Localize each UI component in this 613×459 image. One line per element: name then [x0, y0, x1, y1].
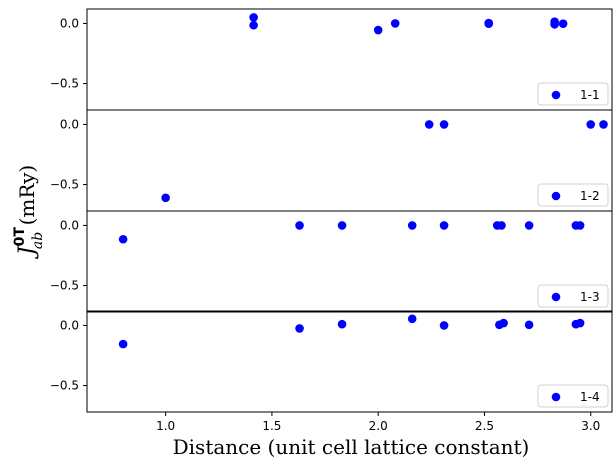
data-point — [407, 221, 417, 230]
y-axis-title: J0T ab (mRy) — [12, 165, 46, 259]
data-point — [586, 120, 596, 129]
data-point — [599, 120, 608, 129]
data-point — [249, 20, 258, 30]
data-point — [407, 314, 417, 324]
legend-marker — [551, 392, 561, 402]
data-point — [373, 25, 383, 35]
panels-group: 0.0 −0.5 1-1 0.0 −0.5 1-2 0.0 −0.5 1-3 0.0 −0.5 1-4 — [50, 8, 613, 413]
panel-frame — [86, 310, 613, 413]
y-axis-title-unit: (mRy) — [15, 165, 39, 232]
y-axis-title-superscript: 0T — [12, 227, 28, 247]
data-point — [499, 318, 508, 328]
y-axis-title-symbol: J — [15, 245, 40, 259]
data-point — [439, 221, 449, 230]
data-point — [337, 221, 347, 230]
data-point — [295, 221, 304, 230]
y-axis-title-subscript: ab — [30, 232, 46, 249]
data-point — [295, 324, 304, 333]
panel-1: 0.0 −0.5 1-1 — [50, 8, 613, 111]
data-point — [439, 321, 449, 330]
legend: 1-1 — [537, 82, 609, 106]
y-tick-label: −0.5 — [50, 178, 79, 192]
legend-label: 1-3 — [580, 290, 600, 304]
panel-4: 0.0 −0.5 1-4 — [50, 310, 613, 413]
x-axis-title: Distance (unit cell lattice constant) — [173, 435, 530, 459]
data-point — [558, 19, 568, 28]
panel-2: 0.0 −0.5 1-2 — [50, 109, 613, 212]
legend-label: 1-4 — [580, 390, 600, 404]
data-point — [249, 13, 258, 22]
legend-box — [537, 284, 609, 308]
data-point — [524, 221, 534, 230]
x-tick-label: 1.5 — [262, 419, 281, 433]
data-point — [550, 20, 559, 29]
data-point — [161, 193, 170, 203]
legend: 1-2 — [537, 183, 609, 207]
x-tick-label: 3.0 — [581, 419, 600, 433]
data-point — [497, 221, 506, 230]
y-tick-label: 0.0 — [60, 117, 79, 131]
y-tick-label: 0.0 — [60, 16, 79, 30]
y-tick-label: −0.5 — [50, 379, 79, 393]
y-tick-label: 0.0 — [60, 318, 79, 332]
legend-label: 1-1 — [580, 88, 600, 102]
y-tick-label: 0.0 — [60, 218, 79, 232]
x-tick-label: 1.0 — [156, 419, 175, 433]
data-point — [484, 19, 494, 28]
data-point — [439, 120, 449, 129]
legend-box — [537, 183, 609, 207]
panel-frame — [86, 210, 613, 313]
data-point — [118, 234, 128, 244]
legend: 1-4 — [537, 384, 609, 408]
legend-marker — [551, 292, 561, 302]
panel-3: 0.0 −0.5 1-3 — [50, 210, 613, 313]
legend-box — [537, 82, 609, 106]
legend-label: 1-2 — [580, 189, 600, 203]
panel-frame — [86, 8, 613, 111]
data-point — [337, 319, 347, 329]
y-tick-label: −0.5 — [50, 279, 79, 293]
data-point — [575, 318, 585, 328]
data-point — [390, 19, 400, 28]
legend-marker — [551, 90, 561, 100]
data-point — [118, 339, 128, 349]
legend-marker — [551, 191, 561, 201]
y-tick-label: −0.5 — [50, 77, 79, 91]
legend-box — [537, 384, 609, 408]
data-point — [524, 320, 534, 330]
data-point — [424, 120, 434, 129]
x-axis: 1.0 1.5 2.0 2.5 3.0 — [156, 412, 600, 433]
data-point — [575, 221, 585, 230]
legend: 1-3 — [537, 284, 609, 308]
x-tick-label: 2.0 — [369, 419, 388, 433]
x-tick-label: 2.5 — [475, 419, 494, 433]
